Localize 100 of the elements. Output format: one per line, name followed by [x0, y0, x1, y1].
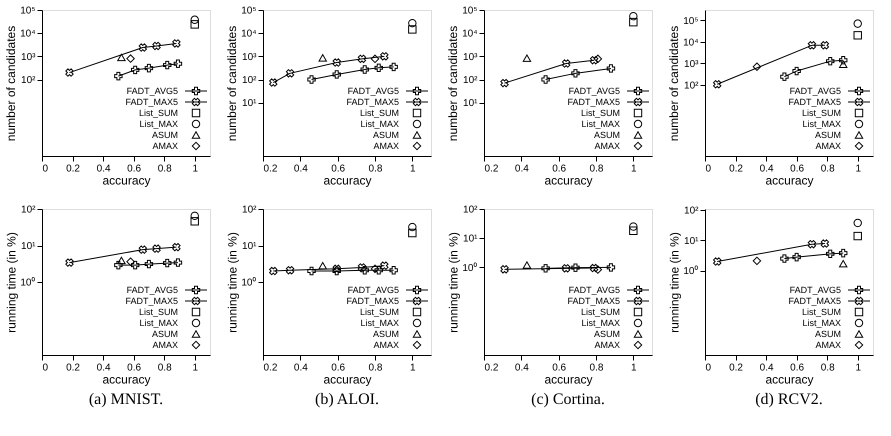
- legend-label: FADT_AVG5: [348, 86, 399, 96]
- x-tick-label: 0.6: [790, 164, 805, 174]
- y-tick-label: 10³: [21, 52, 36, 63]
- x-tick-label: 0.8: [158, 164, 172, 174]
- legend-label: List_SUM: [580, 307, 620, 317]
- x-tick-label: 1: [855, 362, 862, 374]
- text: (a) MNIST.: [88, 391, 164, 408]
- text: (c) Cortina.: [531, 391, 605, 408]
- text: (d) RCV2.: [755, 391, 823, 408]
- y-tick-label: 10²: [463, 204, 478, 216]
- legend-label: FADT_AVG5: [348, 285, 399, 295]
- legend-label: AMAX: [815, 340, 841, 350]
- x-axis-title: accuracy: [765, 174, 814, 188]
- x-tick-label: 0.6: [127, 164, 142, 174]
- legend-label: FADT_MAX5: [788, 97, 841, 107]
- y-tick-label: 10⁵: [462, 6, 478, 16]
- legend-label: List_SUM: [802, 307, 841, 317]
- x-tick-label: 0.6: [331, 362, 346, 374]
- legend-label: AMAX: [594, 141, 620, 151]
- x-tick-label: 0.2: [66, 164, 80, 174]
- legend-label: List_SUM: [360, 108, 399, 118]
- y-tick-label: 10¹: [463, 234, 478, 245]
- x-axis-title: accuracy: [544, 372, 593, 386]
- x-tick-label: 0.4: [514, 362, 530, 374]
- y-tick-label: 10³: [684, 58, 700, 70]
- legend-label: AMAX: [373, 141, 399, 151]
- legend-label: FADT_AVG5: [568, 86, 620, 96]
- legend-label: List_SUM: [138, 307, 178, 317]
- legend-label: List_MAX: [139, 318, 178, 328]
- x-tick-label: 0.8: [590, 362, 604, 374]
- y-tick-label: 10²: [684, 206, 700, 217]
- x-axis-title: accuracy: [323, 372, 372, 386]
- legend-label: FADT_AVG5: [126, 285, 178, 295]
- legend-label: FADT_AVG5: [568, 285, 620, 295]
- x-tick-label: 0.2: [264, 164, 278, 174]
- y-tick-label: 10⁰: [20, 276, 36, 288]
- y-tick-label: 10¹: [684, 236, 700, 247]
- legend-label: List_MAX: [139, 119, 178, 129]
- y-tick-label: 10¹: [242, 98, 258, 110]
- x-tick-label: 0.6: [552, 164, 567, 174]
- legend-label: ASUM: [372, 329, 399, 339]
- x-tick-label: 1: [631, 164, 638, 174]
- legend-label: FADT_MAX5: [346, 97, 399, 107]
- y-tick-label: 10²: [21, 75, 36, 86]
- legend-label: ASUM: [814, 329, 841, 339]
- legend-label: List_SUM: [802, 108, 841, 118]
- legend-label: List_SUM: [138, 108, 178, 118]
- x-tick-label: 0.2: [66, 362, 80, 374]
- legend-label: List_SUM: [580, 108, 620, 118]
- y-axis-title: number of candidates: [667, 26, 682, 142]
- y-tick-label: 10²: [21, 204, 36, 216]
- legend-label: FADT_MAX5: [567, 296, 620, 306]
- legend-label: List_MAX: [581, 119, 620, 129]
- x-tick-label: 0.2: [729, 362, 744, 374]
- legend-label: List_SUM: [360, 307, 399, 317]
- y-tick-label: 10⁴: [241, 28, 256, 40]
- x-tick-label: 0.4: [514, 164, 530, 174]
- legend-label: List_MAX: [360, 119, 399, 129]
- y-tick-label: 10¹: [463, 98, 478, 110]
- x-tick-label: 0.8: [368, 362, 383, 374]
- x-tick-label: 0.4: [96, 164, 111, 174]
- y-tick-label: 10⁵: [241, 6, 256, 16]
- legend-label: List_MAX: [360, 318, 399, 328]
- y-axis-title: number of candidates: [225, 26, 240, 142]
- y-axis-title: number of candidates: [446, 26, 460, 142]
- legend-label: FADT_MAX5: [346, 296, 399, 306]
- x-tick-label: 0.6: [127, 362, 142, 374]
- x-tick-label: 0.6: [331, 164, 346, 174]
- y-tick-label: 10⁰: [462, 262, 478, 274]
- legend-label: FADT_MAX5: [788, 296, 841, 306]
- legend-label: AMAX: [152, 141, 178, 151]
- x-tick-label: 0.8: [590, 164, 604, 174]
- x-tick-label: 1: [192, 362, 198, 374]
- x-tick-label: 0.8: [368, 164, 383, 174]
- x-tick-label: 1: [410, 362, 416, 374]
- x-tick-label: 1: [855, 164, 862, 174]
- x-tick-label: 0.8: [820, 164, 836, 174]
- x-tick-label: 1: [410, 164, 416, 174]
- y-tick-label: 10²: [684, 80, 700, 92]
- y-tick-label: 10³: [242, 52, 258, 63]
- y-tick-label: 10⁵: [20, 6, 36, 16]
- legend-label: ASUM: [594, 329, 620, 339]
- y-tick-label: 10⁴: [462, 28, 478, 40]
- y-tick-label: 10¹: [242, 241, 258, 252]
- legend-label: AMAX: [594, 340, 620, 350]
- x-tick-label: 0: [706, 362, 712, 374]
- legend-label: AMAX: [152, 340, 178, 350]
- legend-label: ASUM: [152, 130, 178, 140]
- x-tick-label: 0.2: [729, 164, 744, 174]
- y-tick-label: 10⁴: [683, 37, 698, 48]
- x-tick-label: 0.4: [96, 362, 111, 374]
- y-tick-label: 10²: [463, 75, 478, 86]
- x-tick-label: 0.2: [484, 164, 499, 174]
- legend-label: AMAX: [373, 340, 399, 350]
- x-tick-label: 0.4: [294, 362, 308, 374]
- legend-label: ASUM: [814, 130, 841, 140]
- y-tick-label: 10⁴: [20, 28, 36, 40]
- y-tick-label: 10¹: [21, 241, 36, 252]
- y-tick-label: 10⁵: [683, 16, 698, 27]
- legend-label: FADT_MAX5: [125, 97, 178, 107]
